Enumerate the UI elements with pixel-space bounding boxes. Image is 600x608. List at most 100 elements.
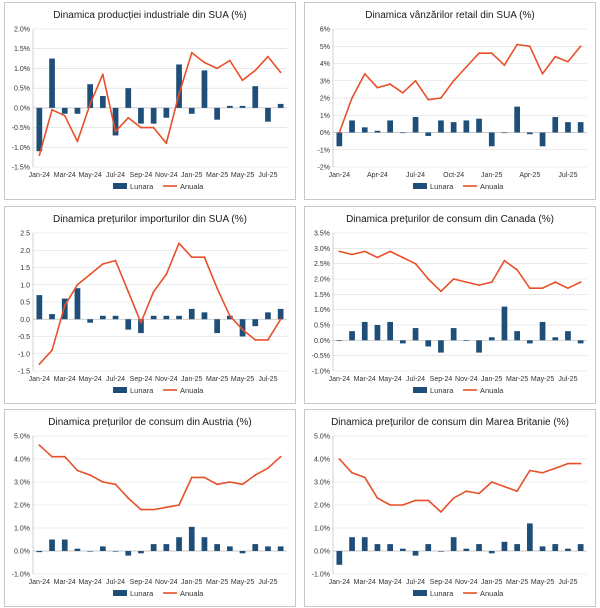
point-anuala-May-24 [389, 504, 392, 506]
bar-lunara-May-25 [539, 546, 546, 551]
point-anuala-Jun-25 [554, 467, 557, 470]
legend-swatch-lunara [113, 590, 127, 596]
bar-lunara-Apr-24 [374, 325, 381, 341]
bar-lunara-Oct-24 [450, 328, 457, 341]
bar-lunara-Aug-25 [577, 544, 584, 551]
point-anuala-Aug-25 [279, 318, 282, 321]
x-tick-label: Jul-25 [258, 172, 277, 179]
point-anuala-Dec-24 [178, 93, 180, 95]
bar-lunara-Feb-25 [501, 306, 508, 341]
y-tick-label: -1.0% [12, 572, 30, 579]
bar-lunara-Jan-24 [36, 551, 43, 553]
x-tick-label: Nov-24 [155, 376, 178, 383]
x-tick-label: Mar-25 [506, 579, 528, 586]
point-anuala-Feb-25 [203, 256, 206, 259]
x-tick-label: Nov-24 [455, 579, 478, 586]
bar-lunara-May-25 [239, 551, 246, 554]
x-tick-label: Jul-25 [558, 376, 577, 383]
point-anuala-Nov-24 [165, 506, 168, 509]
bar-lunara-Apr-24 [74, 288, 81, 320]
bar-lunara-May-25 [539, 321, 546, 341]
legend-label-anuala: Anuala [180, 182, 204, 191]
y-tick-label: 1.0% [314, 307, 330, 314]
point-anuala-Aug-24 [427, 98, 430, 101]
bar-lunara-Dec-24 [176, 315, 182, 320]
chart-title: Dinamica vânzărilor retail din SUA (%) [365, 10, 535, 21]
point-anuala-Sep-24 [440, 511, 442, 513]
y-tick-label: 0.5 [20, 300, 30, 307]
point-anuala-Aug-24 [427, 278, 430, 280]
bar-lunara-Jun-25 [552, 337, 559, 341]
point-anuala-Oct-24 [452, 497, 455, 499]
x-tick-label: Mar-24 [354, 579, 376, 586]
bar-lunara-Jul-25 [265, 546, 271, 551]
point-anuala-Jul-24 [114, 483, 117, 486]
bar-lunara-Apr-25 [526, 523, 533, 551]
point-anuala-Mar-25 [516, 43, 519, 46]
y-tick-label: -0.5% [312, 353, 330, 360]
bar-lunara-Aug-24 [125, 319, 132, 330]
bar-lunara-May-25 [239, 319, 246, 337]
y-tick-label: 5% [320, 44, 330, 51]
bar-lunara-Nov-24 [163, 544, 170, 551]
bar-lunara-Feb-24 [349, 120, 355, 133]
x-tick-label: Sep-24 [430, 579, 453, 586]
y-tick-label: 1.5% [14, 46, 30, 53]
point-anuala-Dec-24 [478, 52, 480, 55]
chart-panel-us-industrial-production: Dinamica producției industriale din SUA … [4, 2, 296, 200]
bar-lunara-Jun-24 [399, 132, 406, 134]
bar-lunara-Oct-24 [150, 107, 157, 124]
bar-lunara-Sep-24 [438, 120, 444, 133]
y-tick-label: 1.0% [314, 526, 330, 533]
y-tick-label: -1.0% [12, 145, 30, 152]
chart-title: Dinamica producției industriale din SUA … [53, 10, 246, 21]
legend-label-lunara: Lunara [430, 386, 454, 395]
point-anuala-Sep-24 [440, 97, 442, 99]
bar-lunara-Apr-25 [526, 132, 533, 135]
x-tick-label: Mar-24 [54, 376, 76, 383]
chart-svg: Dinamica vânzărilor retail din SUA (%) -2… [318, 10, 587, 191]
point-anuala-Jan-25 [190, 51, 193, 54]
y-tick-label: 0.0% [14, 549, 30, 556]
bar-lunara-Apr-25 [226, 546, 233, 551]
point-anuala-Jul-25 [567, 462, 569, 465]
bar-lunara-Feb-25 [201, 537, 208, 551]
x-tick-label: Jan-25 [181, 376, 203, 383]
point-anuala-Jun-24 [101, 73, 104, 76]
x-tick-label: Mar-25 [206, 376, 228, 383]
y-tick-label: 0.0% [14, 105, 30, 112]
y-tick-label: -1.0% [312, 572, 330, 579]
y-tick-label: 2.0% [314, 277, 330, 284]
x-tick-label: May-25 [231, 579, 254, 586]
x-tick-label: Jan-25 [181, 579, 203, 586]
y-tick-label: 0.0% [314, 549, 330, 556]
bar-lunara-Jan-24 [336, 551, 343, 565]
point-anuala-Jan-24 [338, 131, 341, 134]
bar-lunara-Aug-25 [277, 103, 284, 108]
point-anuala-Jan-24 [38, 444, 41, 447]
point-anuala-Jul-24 [414, 262, 417, 265]
chart-svg: Dinamica prețurilor importurilor din SUA… [18, 214, 287, 395]
point-anuala-Jun-25 [554, 55, 557, 58]
line-anuala [339, 250, 581, 293]
point-anuala-Dec-24 [178, 504, 180, 506]
bar-lunara-Jun-25 [252, 319, 259, 327]
bar-lunara-Feb-24 [49, 539, 55, 551]
bar-lunara-Oct-24 [450, 122, 457, 133]
point-anuala-Mar-24 [363, 476, 366, 479]
bar-lunara-Jan-24 [36, 107, 43, 152]
point-anuala-May-24 [89, 103, 92, 105]
bar-lunara-Mar-24 [361, 537, 368, 551]
x-tick-label: Jul-24 [106, 376, 125, 383]
x-tick-label: Sep-24 [430, 376, 453, 383]
bar-lunara-Aug-24 [425, 132, 432, 136]
y-tick-label: 2.5 [20, 231, 30, 238]
chart-svg: Dinamica prețurilor de consum din Marea … [312, 417, 587, 598]
y-tick-label: 3.0% [14, 480, 30, 487]
chart-panel-austria-cpi: Dinamica prețurilor de consum din Austri… [4, 409, 296, 607]
point-anuala-Apr-25 [228, 481, 231, 483]
point-anuala-Nov-24 [165, 142, 168, 145]
bar-lunara-Dec-24 [476, 340, 482, 353]
point-anuala-Apr-24 [76, 283, 79, 286]
point-anuala-Sep-24 [140, 321, 142, 324]
